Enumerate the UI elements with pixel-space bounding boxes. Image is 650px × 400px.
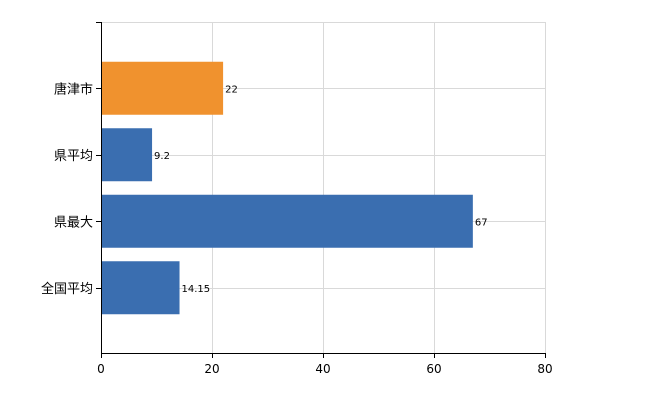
- data-label: 9.2: [154, 151, 170, 162]
- bar-2: [101, 128, 153, 182]
- category-label: 唐津市: [54, 81, 93, 97]
- bar-3: [101, 194, 473, 248]
- data-label: 22: [225, 84, 238, 95]
- bar-4: [101, 261, 180, 315]
- x-tick-label: 80: [537, 362, 552, 376]
- bar-1: [101, 61, 224, 115]
- category-label: 全国平均: [41, 281, 93, 297]
- data-label: 67: [475, 217, 488, 228]
- labels: 0 20 40 60 80 唐津市 22 県平均 9.2 県最大 67 全国平均 14.15: [41, 22, 553, 376]
- category-label: 県最大: [54, 215, 93, 230]
- category-label: 県平均: [54, 149, 93, 164]
- x-tick-label: 40: [315, 362, 330, 376]
- data-label: 14.15: [182, 284, 211, 295]
- x-tick-label: 60: [426, 362, 441, 376]
- bars: [101, 61, 473, 315]
- x-tick-label: 0: [97, 362, 105, 376]
- x-tick-label: 20: [204, 362, 219, 376]
